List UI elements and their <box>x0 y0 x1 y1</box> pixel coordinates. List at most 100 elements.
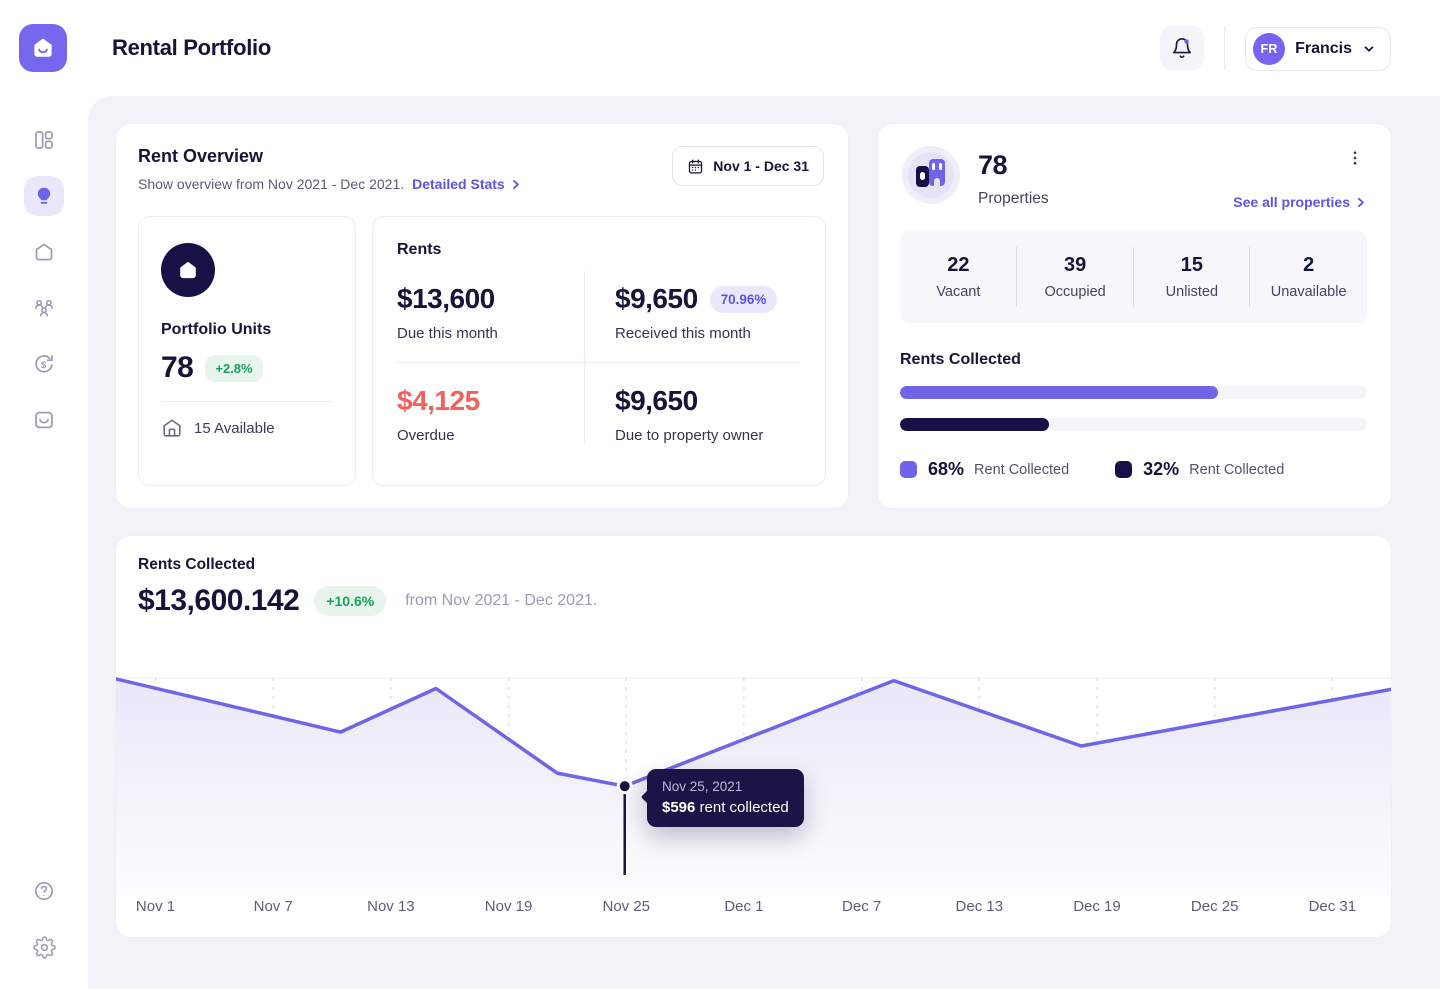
stat-unavailable: 2 Unavailable <box>1250 231 1367 323</box>
rent-owner-value: $9,650 <box>615 385 698 416</box>
rents-collected-title: Rents Collected <box>900 351 1021 368</box>
chart-x-axis: Nov 1 Nov 7 Nov 13 Nov 19 Nov 25 Dec 1 Dec 7 De… <box>116 898 1391 922</box>
x-axis-label: Dec 31 <box>1308 898 1357 915</box>
tenants-icon <box>35 299 53 317</box>
rents-collected-legend: 68% Rent Collected 32% Rent Collected <box>900 459 1284 480</box>
x-axis-label: Dec 19 <box>1073 898 1121 915</box>
see-all-properties-link[interactable]: See all properties <box>1233 194 1367 210</box>
sidebar-item-properties[interactable] <box>24 232 64 272</box>
chart-tooltip: Nov 25, 2021 $596 rent collected <box>647 769 804 827</box>
tooltip-text: rent collected <box>695 799 789 816</box>
chart-total-value: $13,600.142 <box>138 584 300 617</box>
legend-label: Rent Collected <box>974 461 1070 478</box>
rent-due-label: Due this month <box>397 325 498 342</box>
rent-overview-title: Rent Overview <box>138 146 264 166</box>
properties-label: Properties <box>978 190 1049 207</box>
stat-occupied: 39 Occupied <box>1017 231 1134 323</box>
stat-value: 2 <box>1303 254 1315 276</box>
available-home-icon <box>163 419 181 437</box>
rent-collected-bar-2-fill <box>900 418 1050 431</box>
stat-unlisted: 15 Unlisted <box>1134 231 1251 323</box>
rent-owner-cell: $9,650 Due to property owner <box>585 363 801 444</box>
rent-collected-bar-2 <box>900 418 1367 431</box>
page-title: Rental Portfolio <box>112 35 271 60</box>
legend-label: Rent Collected <box>1189 461 1285 478</box>
dashboard-icon <box>35 131 53 149</box>
avatar: FR <box>1253 33 1286 65</box>
detailed-stats-link[interactable]: Detailed Stats <box>412 176 522 192</box>
portfolio-units-label: Portfolio Units <box>161 321 272 338</box>
user-menu-button[interactable]: FR Francis <box>1245 27 1391 71</box>
properties-menu-button[interactable] <box>1343 146 1367 170</box>
rent-collected-bar-1-fill <box>900 386 1218 399</box>
available-units-label: 15 Available <box>194 419 275 437</box>
sidebar-item-insights[interactable] <box>24 176 64 216</box>
sidebar-item-dashboard[interactable] <box>24 120 64 160</box>
tooltip-amount: $596 <box>662 799 696 816</box>
chart-title: Rents Collected <box>138 556 256 573</box>
calendar-icon <box>689 158 703 174</box>
legend-pct: 32% <box>1143 459 1180 479</box>
notifications-button[interactable] <box>1160 26 1204 70</box>
properties-card: 78 Properties See all properties <box>877 123 1392 509</box>
rent-received-label: Received this month <box>615 325 751 342</box>
chevron-right-icon <box>1357 197 1364 207</box>
main-content: Rent Overview Show overview from Nov 202… <box>88 96 1440 989</box>
x-axis-label: Nov 19 <box>484 898 533 915</box>
portfolio-units-card: Portfolio Units 78 +2.8% 15 Available <box>138 216 356 486</box>
properties-icon <box>902 146 960 204</box>
x-axis-label: Dec 25 <box>1190 898 1239 915</box>
sidebar-item-inbox[interactable] <box>24 400 64 440</box>
rent-overview-card: Rent Overview Show overview from Nov 202… <box>115 123 849 509</box>
date-range-label: Nov 1 - Dec 31 <box>713 158 809 174</box>
stat-label: Occupied <box>1044 284 1106 300</box>
sidebar-item-payments[interactable]: $ <box>24 344 64 384</box>
rent-collected-bar-1 <box>900 386 1367 399</box>
legend-item: 32% Rent Collected <box>1115 459 1284 480</box>
x-axis-label: Nov 13 <box>367 898 415 915</box>
property-status-stats: 22 Vacant 39 Occupied 15 Unlisted 2 Unav… <box>900 231 1367 323</box>
stat-label: Vacant <box>936 284 981 300</box>
tooltip-date: Nov 25, 2021 <box>662 779 743 794</box>
payments-refund-icon: $ <box>35 355 53 373</box>
user-name: Francis <box>1295 40 1352 57</box>
rents-title: Rents <box>397 241 442 258</box>
x-axis-label: Dec 1 <box>724 898 764 915</box>
stat-value: 39 <box>1064 254 1087 276</box>
rent-due-cell: $13,600 Due this month <box>397 271 585 363</box>
legend-swatch-purple <box>900 461 917 478</box>
properties-count: 78 <box>978 150 1008 180</box>
sidebar-item-tenants[interactable] <box>24 288 64 328</box>
x-axis-label: Nov 25 <box>602 898 651 915</box>
rent-received-value: $9,650 <box>615 283 698 314</box>
divider <box>161 401 333 402</box>
settings-icon <box>32 935 56 959</box>
inbox-icon <box>35 411 53 429</box>
rent-overdue-cell: $4,125 Overdue <box>397 363 585 444</box>
legend-pct: 68% <box>928 459 965 479</box>
x-axis-label: Nov 7 <box>253 898 293 915</box>
date-range-button[interactable]: Nov 1 - Dec 31 <box>672 146 824 186</box>
stat-label: Unavailable <box>1270 284 1347 300</box>
app-logo <box>19 24 67 72</box>
rent-overdue-value: $4,125 <box>397 385 480 416</box>
chart-period: from Nov 2021 - Dec 2021. <box>405 592 598 609</box>
legend-item: 68% Rent Collected <box>900 459 1069 480</box>
top-bar-divider <box>1224 26 1225 70</box>
rent-due-value: $13,600 <box>397 283 495 314</box>
chart-highlight-marker[interactable] <box>616 778 633 795</box>
rent-overview-subtitle: Show overview from Nov 2021 - Dec 2021. <box>138 176 405 192</box>
stat-value: 15 <box>1180 254 1203 276</box>
chart-plot-area: Nov 25, 2021 $596 rent collected <box>116 668 1391 896</box>
top-bar: Rental Portfolio FR Francis <box>0 0 1440 96</box>
house-logo-icon <box>34 38 52 57</box>
x-axis-label: Dec 13 <box>955 898 1004 915</box>
rents-collected-chart-card: Rents Collected $13,600.142 +10.6% from … <box>115 535 1392 938</box>
house-icon <box>180 262 196 279</box>
x-axis-label: Dec 7 <box>842 898 882 915</box>
rent-owner-label: Due to property owner <box>615 427 764 444</box>
chevron-down-icon <box>1364 46 1374 52</box>
sidebar-item-settings[interactable] <box>24 927 64 967</box>
see-all-properties-label: See all properties <box>1233 194 1350 210</box>
sidebar-item-help[interactable] <box>24 871 64 911</box>
